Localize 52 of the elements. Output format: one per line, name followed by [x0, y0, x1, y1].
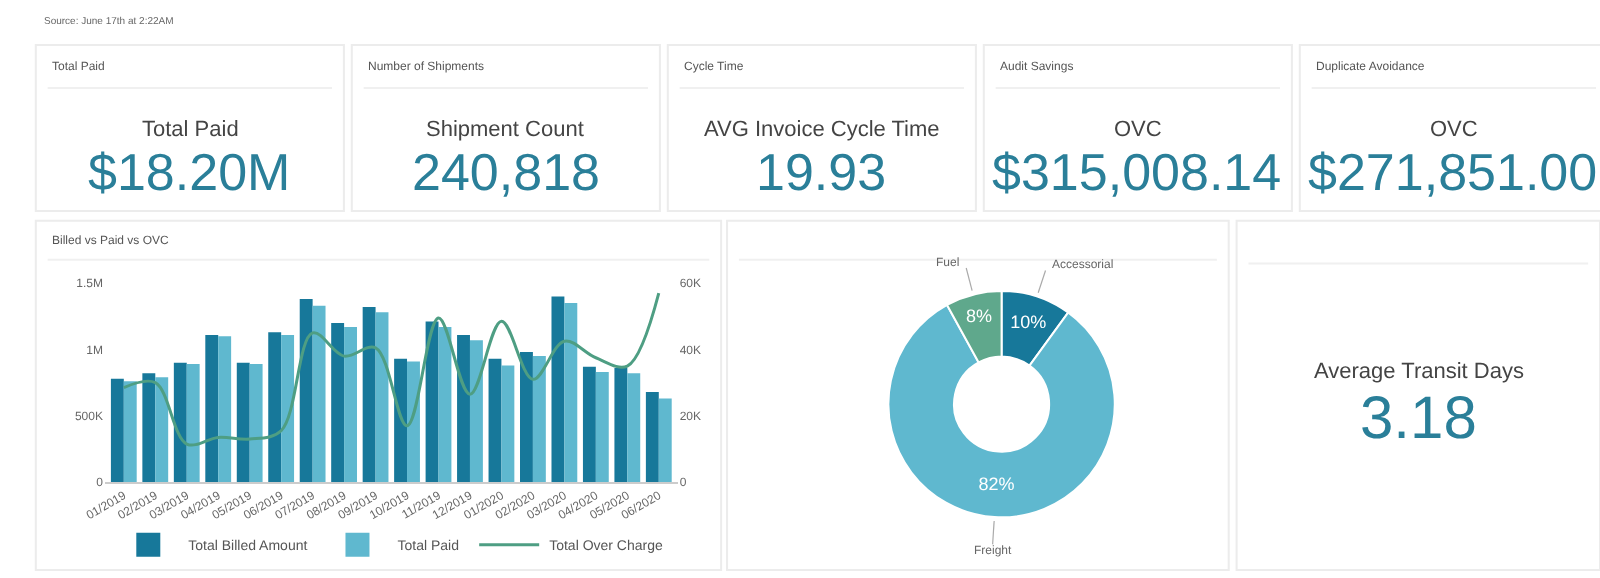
data-label: 82%	[978, 474, 1015, 495]
bar	[582, 366, 596, 483]
bar	[362, 307, 376, 483]
bar	[532, 356, 546, 483]
text: Total Paid	[142, 118, 239, 142]
text: AVG Invoice Cycle Time	[704, 118, 940, 142]
bar	[236, 362, 250, 483]
text: $18.20M	[88, 142, 291, 202]
text: $315,008.14	[992, 142, 1282, 202]
bar	[110, 378, 124, 483]
line-series	[122, 291, 661, 447]
bar	[281, 334, 295, 483]
bar	[142, 373, 156, 483]
text: 3.18	[1360, 386, 1477, 452]
bar	[375, 312, 389, 483]
bar	[627, 373, 641, 483]
bar	[268, 332, 282, 483]
bar	[394, 358, 408, 483]
bar	[173, 362, 187, 483]
bar	[344, 326, 358, 483]
text: 240,818	[412, 142, 600, 202]
bar	[658, 398, 672, 483]
text: Average Transit Days	[1314, 360, 1525, 384]
bar	[645, 391, 659, 483]
text: OVC	[1114, 118, 1162, 142]
bar	[425, 321, 439, 483]
bar	[331, 322, 345, 483]
bar	[123, 381, 137, 483]
bar	[520, 352, 533, 483]
bar	[488, 358, 502, 483]
bar	[438, 326, 452, 483]
data-label: 10%	[1010, 311, 1047, 332]
bar	[218, 336, 232, 483]
text: $271,851.00	[1308, 142, 1598, 202]
bar	[457, 334, 470, 483]
bar	[469, 340, 483, 483]
bar	[551, 296, 565, 483]
bar	[564, 303, 578, 483]
bar	[155, 377, 169, 483]
bar	[614, 368, 628, 483]
bar	[249, 364, 263, 483]
bar	[205, 334, 219, 483]
text: OVC	[1430, 118, 1478, 142]
bar	[299, 299, 313, 483]
bar	[595, 372, 609, 483]
text: 19.93	[756, 142, 887, 202]
text: Shipment Count	[426, 118, 584, 142]
data-label: 8%	[966, 306, 993, 327]
bar	[312, 305, 326, 483]
bar	[501, 365, 515, 483]
bar	[186, 364, 200, 483]
bar	[407, 361, 420, 483]
